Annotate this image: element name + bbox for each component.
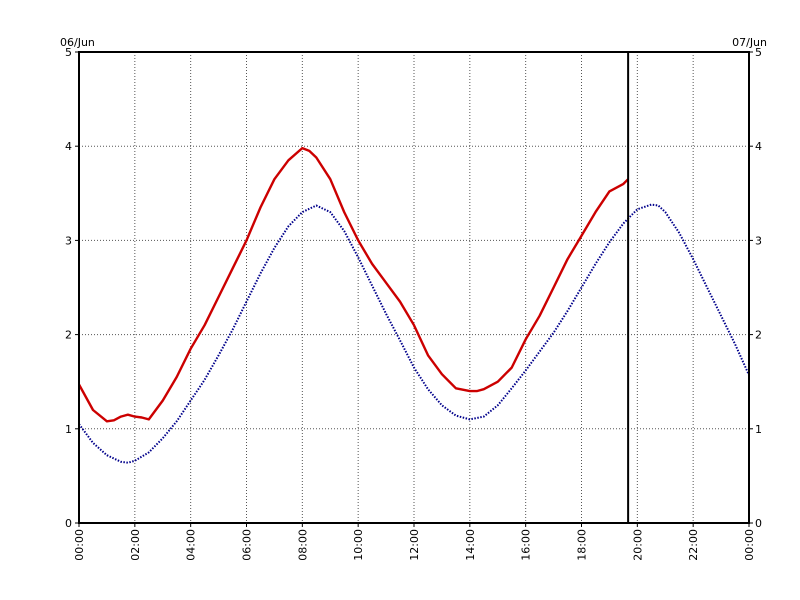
chart-grid: [79, 52, 749, 523]
x-tick-label: 02:00: [129, 529, 142, 561]
y-tick-label-right: 0: [755, 517, 762, 530]
plot-frame: [78, 51, 750, 524]
y-tick-label-left: 2: [65, 329, 72, 342]
x-tick-label: 20:00: [631, 529, 644, 561]
y-tick-label-left: 1: [65, 423, 72, 436]
y-tick-label-right: 1: [755, 423, 762, 436]
y-tick-label-right: 3: [755, 234, 762, 247]
series-layer: [77, 146, 750, 464]
series-line-2: [78, 203, 750, 464]
date-label-right: 07/Jun: [732, 36, 767, 49]
date-label-left: 06/Jun: [60, 36, 95, 49]
x-tick-label: 06:00: [241, 529, 254, 561]
x-tick-label: 10:00: [352, 529, 365, 561]
y-tick-label-right: 2: [755, 329, 762, 342]
y-tick-label-right: 4: [755, 140, 762, 153]
y-tick-label-left: 0: [65, 517, 72, 530]
x-tick-label: 04:00: [185, 529, 198, 561]
y-tick-label-left: 4: [65, 140, 72, 153]
axis-ticks: 00:00 02:00 04:00 06:00 08:00 10:00 12:00 14:00…: [65, 46, 762, 561]
y-tick-label-left: 5: [65, 46, 72, 59]
x-tick-label: 12:00: [408, 529, 421, 561]
x-tick-label: 22:00: [687, 529, 700, 561]
x-tick-label: 00:00: [73, 529, 86, 561]
x-tick-label: 00:00: [743, 529, 756, 561]
x-tick-label: 16:00: [520, 529, 533, 561]
y-tick-label-right: 5: [755, 46, 762, 59]
y-tick-label-left: 3: [65, 234, 72, 247]
x-tick-label: 08:00: [296, 529, 309, 561]
x-tick-label: 18:00: [576, 529, 589, 561]
series-line-1: [77, 146, 629, 423]
x-tick-label: 14:00: [464, 529, 477, 561]
